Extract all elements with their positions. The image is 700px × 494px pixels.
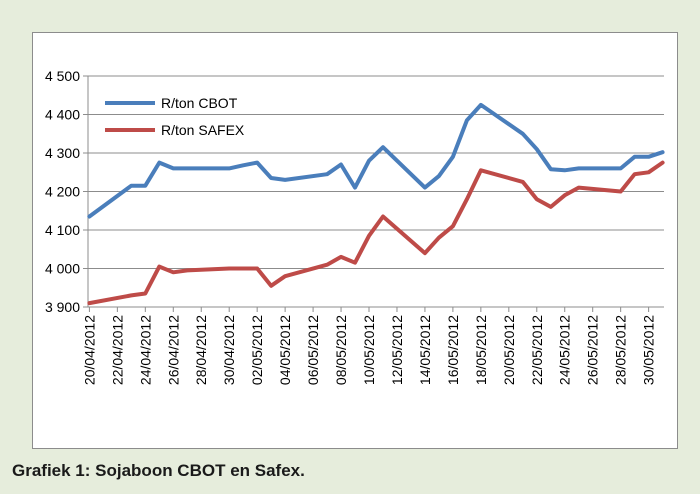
figure-caption: Grafiek 1: Sojaboon CBOT en Safex. (12, 461, 305, 480)
x-tick-label: 24/04/2012 (137, 315, 153, 385)
series-line-safex (87, 160, 665, 306)
legend-label: R/ton SAFEX (161, 122, 245, 138)
x-tick-label: 10/05/2012 (361, 315, 377, 385)
y-tick-label: 4 300 (45, 145, 80, 161)
x-tick-label: 08/05/2012 (333, 315, 349, 385)
series-lines (87, 102, 665, 306)
x-tick-label: 28/04/2012 (193, 315, 209, 385)
y-tick-label: 4 000 (45, 261, 80, 277)
x-axis: 20/04/2012 22/04/2012 24/04/2012 26/04/2012… (81, 306, 664, 385)
y-tick-label: 4 400 (45, 107, 80, 123)
legend: R/ton CBOT R/ton SAFEX (105, 95, 245, 138)
x-tick-label: 30/04/2012 (221, 315, 237, 385)
x-tick-label: 16/05/2012 (445, 315, 461, 385)
legend-label: R/ton CBOT (161, 95, 238, 111)
series-line-cbot (87, 102, 665, 219)
line-chart: 3 900 4 000 4 100 4 200 4 300 4 400 4 500 20/0… (45, 68, 665, 385)
x-tick-label: 12/05/2012 (389, 315, 405, 385)
x-tick-label: 18/05/2012 (473, 315, 489, 385)
x-tick-label: 26/05/2012 (585, 315, 601, 385)
x-tick-label: 14/05/2012 (417, 315, 433, 385)
x-tick-label: 06/05/2012 (305, 315, 321, 385)
y-tick-label: 4 100 (45, 222, 80, 238)
chart-frame: 3 900 4 000 4 100 4 200 4 300 4 400 4 500 20/0… (10, 10, 688, 450)
x-tick-label: 20/04/2012 (81, 315, 97, 385)
x-tick-label: 02/05/2012 (249, 315, 265, 385)
y-tick-label: 4 500 (45, 68, 80, 84)
chart-area: 3 900 4 000 4 100 4 200 4 300 4 400 4 500 20/0… (32, 32, 678, 449)
x-tick-label: 22/04/2012 (109, 315, 125, 385)
y-tick-label: 3 900 (45, 299, 80, 315)
y-axis: 3 900 4 000 4 100 4 200 4 300 4 400 4 500 (45, 68, 89, 315)
x-tick-label: 26/04/2012 (165, 315, 181, 385)
x-tick-label: 28/05/2012 (613, 315, 629, 385)
y-tick-label: 4 200 (45, 184, 80, 200)
x-tick-label: 22/05/2012 (529, 315, 545, 385)
x-tick-label: 24/05/2012 (557, 315, 573, 385)
x-tick-label: 04/05/2012 (277, 315, 293, 385)
x-tick-label: 30/05/2012 (641, 315, 657, 385)
x-tick-label: 20/05/2012 (501, 315, 517, 385)
